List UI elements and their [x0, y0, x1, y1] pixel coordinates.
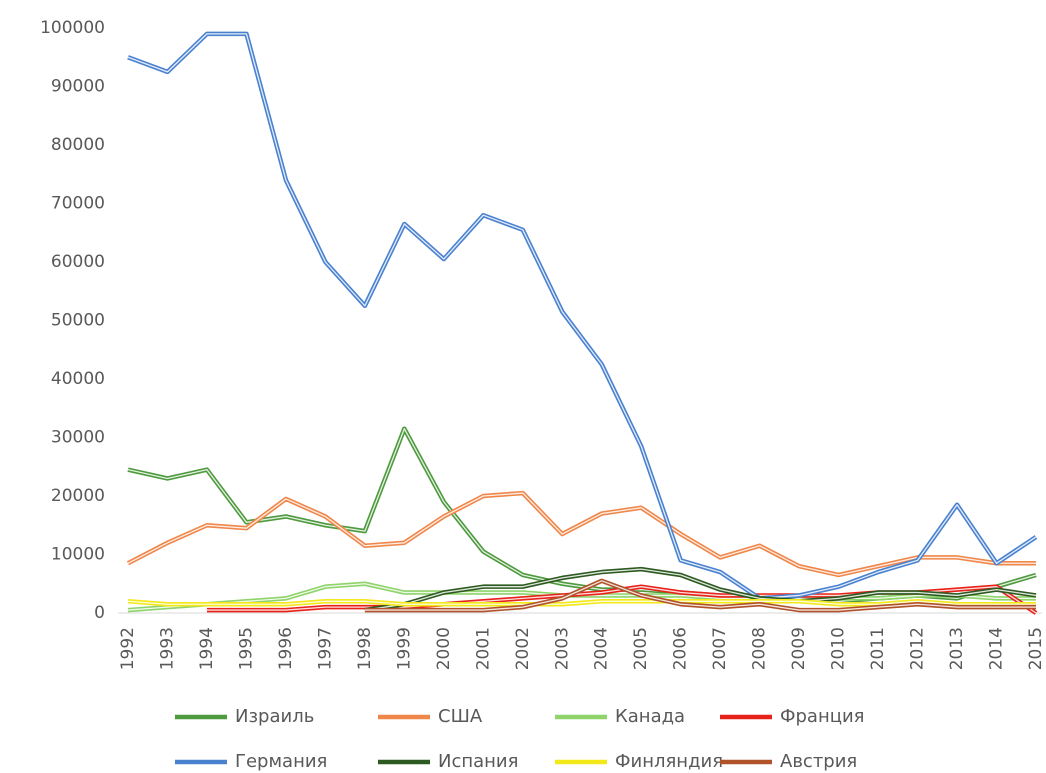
- legend-label: Германия: [235, 751, 327, 772]
- x-tick-label: 2008: [750, 627, 770, 670]
- legend-label: Израиль: [235, 706, 314, 727]
- x-tick-label: 1996: [276, 627, 296, 670]
- legend-label: Финляндия: [615, 751, 723, 772]
- x-tick-label: 1994: [197, 627, 217, 670]
- x-tick-label: 2002: [513, 627, 533, 670]
- series-line-highlight: [127, 492, 1036, 576]
- x-tick-label: 1992: [118, 627, 138, 670]
- x-tick-label: 1998: [355, 627, 375, 670]
- y-tick-label: 50000: [51, 311, 105, 331]
- y-tick-label: 60000: [51, 252, 105, 272]
- y-tick-label: 30000: [51, 428, 105, 448]
- x-tick-label: 2012: [908, 627, 928, 670]
- x-tick-label: 2005: [631, 627, 651, 670]
- y-tick-label: 40000: [51, 369, 105, 389]
- x-tick-label: 2000: [434, 627, 454, 670]
- y-tick-label: 80000: [51, 135, 105, 155]
- legend-label: Франция: [780, 706, 865, 727]
- x-tick-label: 2014: [987, 627, 1007, 670]
- x-tick-label: 2010: [829, 627, 849, 670]
- x-tick-label: 2006: [671, 627, 691, 670]
- series-line-highlight: [364, 580, 1036, 611]
- x-tick-label: 1993: [157, 627, 177, 670]
- series-line-highlight: [127, 600, 1036, 605]
- series-line-highlight: [364, 568, 1037, 611]
- x-tick-label: 1995: [236, 627, 256, 670]
- y-tick-label: 70000: [51, 194, 105, 214]
- legend: Израиль США Канада Франция Германия Испания Фи…: [175, 706, 865, 772]
- x-tick-label: 2013: [947, 627, 967, 670]
- series-line: [126, 490, 1036, 578]
- x-tick-label: 2001: [473, 627, 493, 670]
- y-tick-label: 0: [94, 603, 105, 623]
- y-tick-label: 10000: [51, 545, 105, 565]
- x-tick-label: 2003: [552, 627, 572, 670]
- legend-label: Канада: [615, 706, 685, 727]
- series-line-highlight: [127, 33, 1037, 600]
- y-tick-label: 20000: [51, 486, 105, 506]
- y-tick-label: 100000: [40, 18, 105, 38]
- x-tick-label: 1999: [394, 627, 414, 670]
- legend-label: США: [438, 706, 483, 727]
- x-tick-label: 2015: [1026, 627, 1046, 670]
- x-tick-label: 2007: [710, 627, 730, 670]
- legend-label: Австрия: [780, 751, 857, 772]
- x-tick-label: 1997: [315, 627, 335, 670]
- x-tick-label: 2004: [592, 627, 612, 670]
- legend-label: Испания: [438, 751, 518, 772]
- y-tick-label: 90000: [51, 77, 105, 97]
- x-tick-label: 2011: [868, 627, 888, 670]
- x-tick-label: 2009: [789, 627, 809, 670]
